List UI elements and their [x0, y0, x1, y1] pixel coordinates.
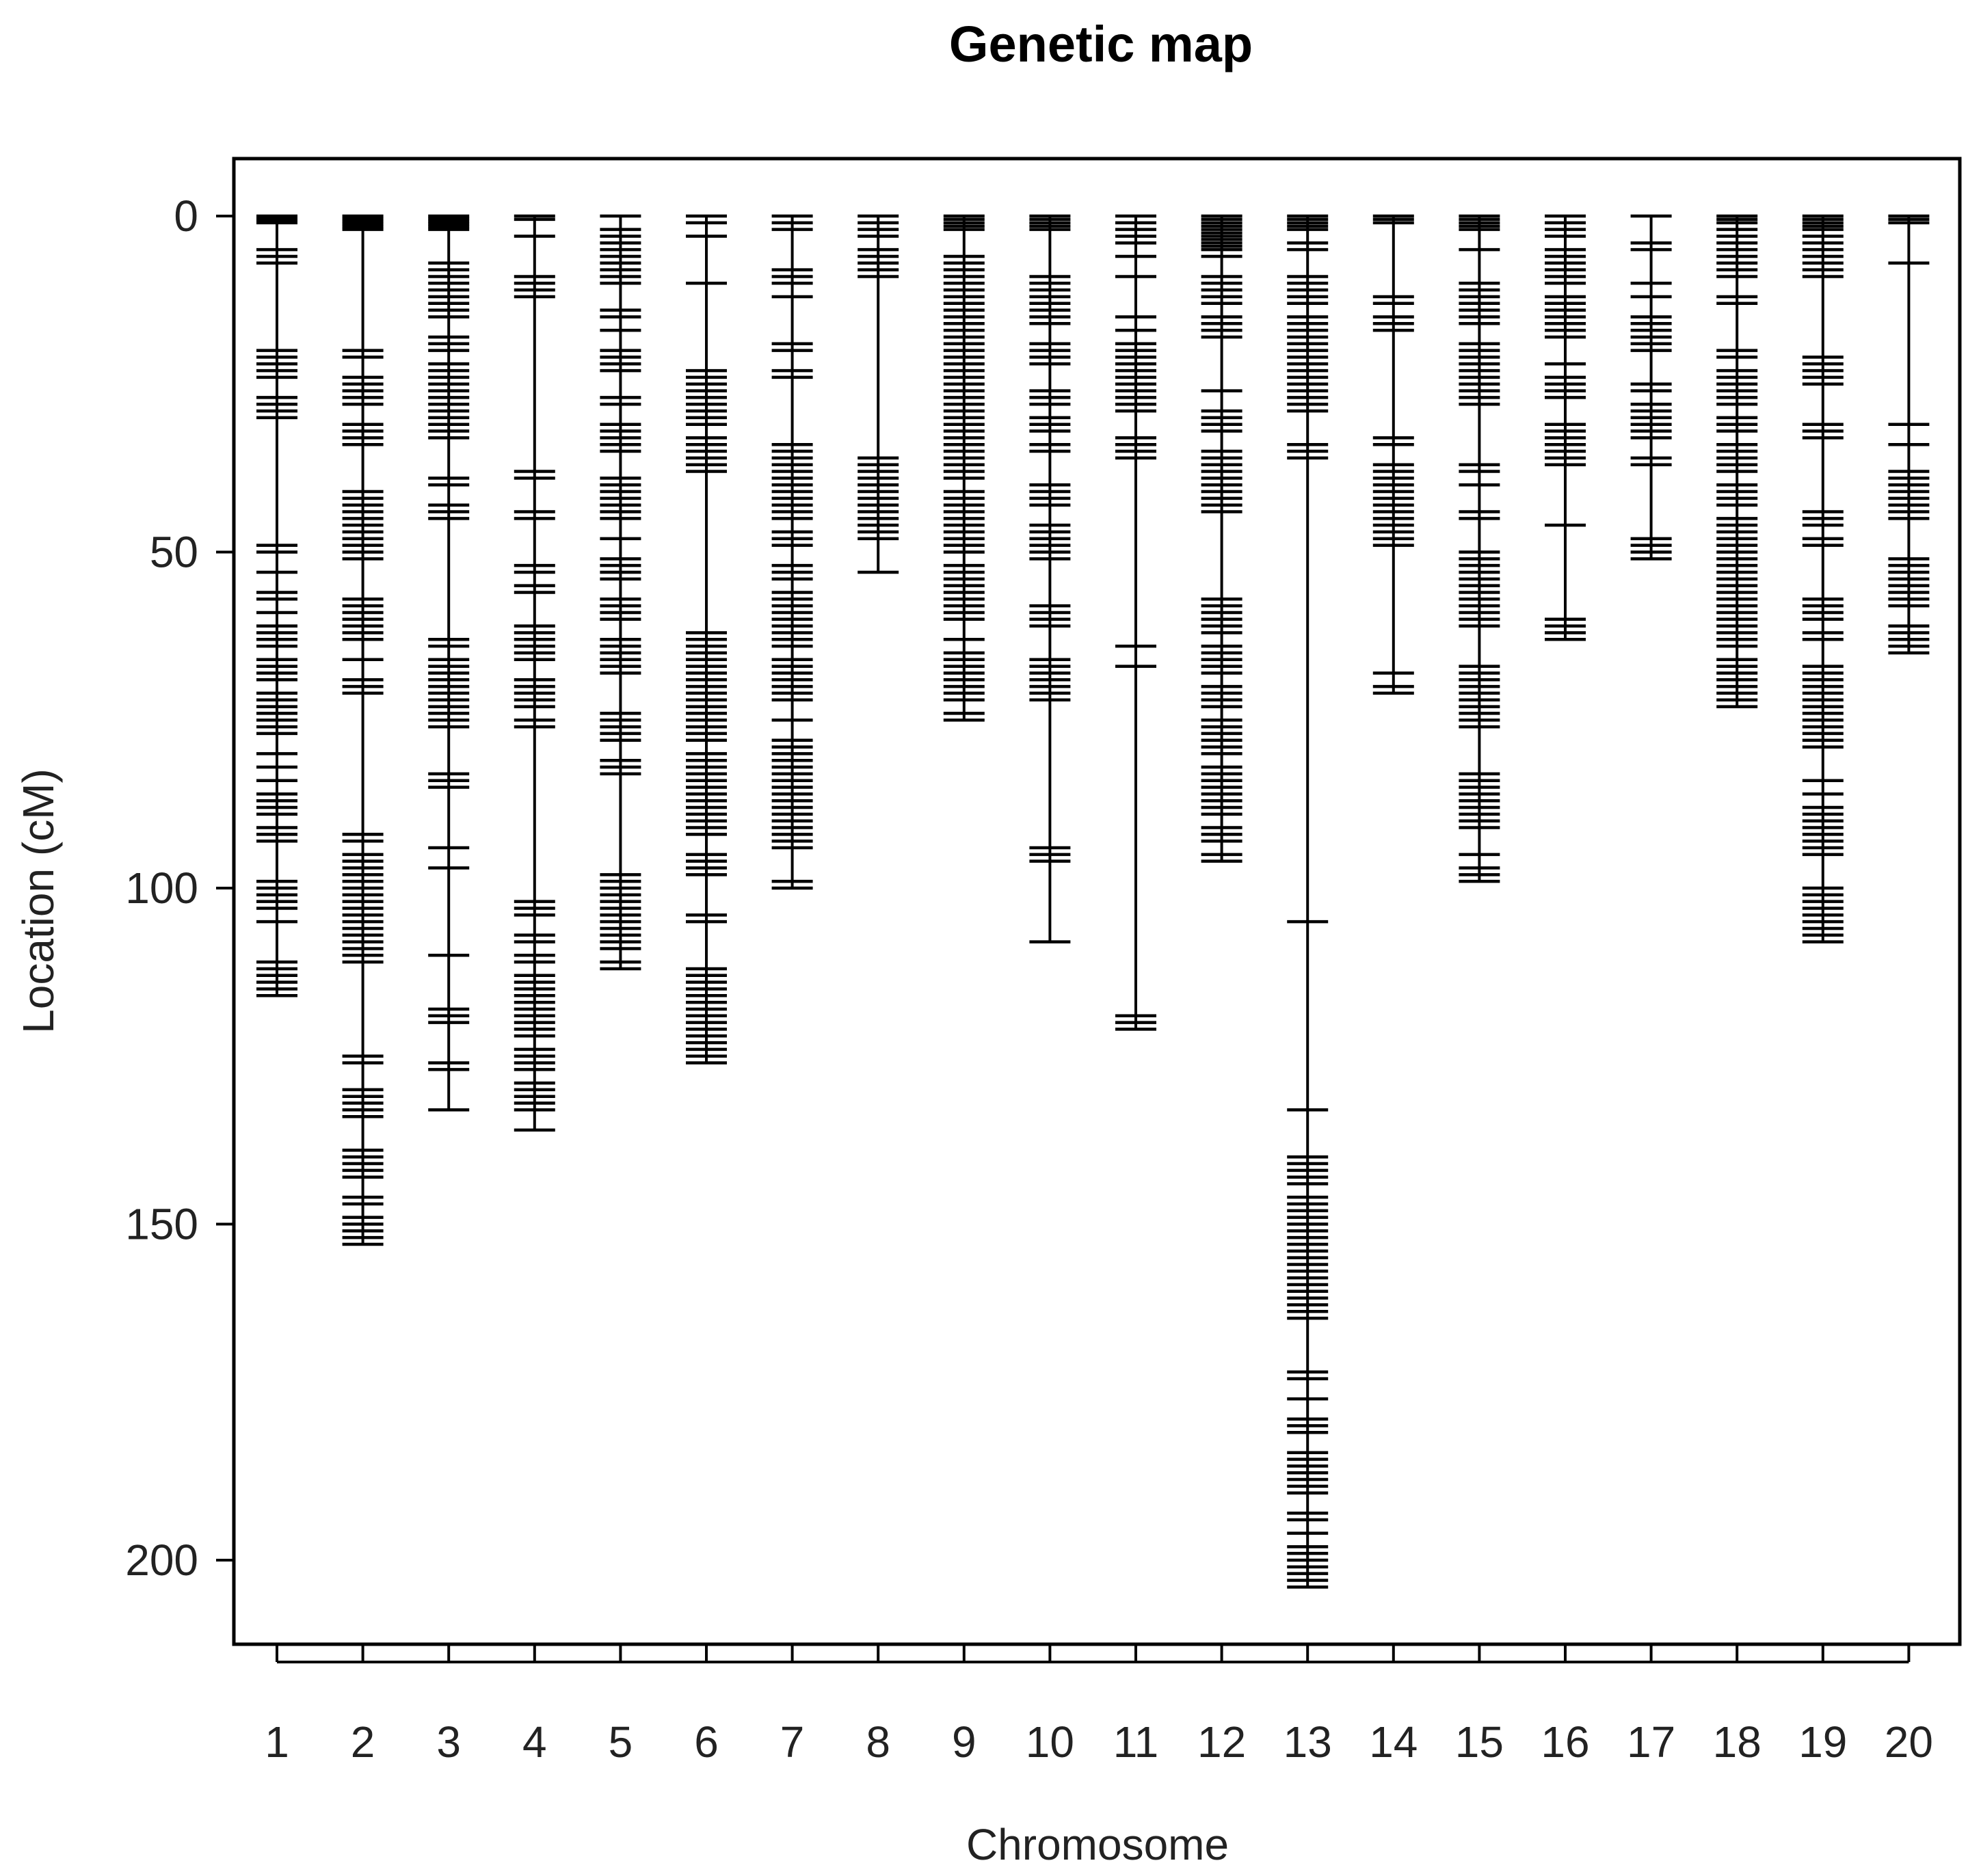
chromosome-2 [342, 214, 384, 1246]
chromosome-18 [1716, 214, 1758, 708]
chromosome-layer [256, 214, 1930, 1589]
x-tick-label: 1 [265, 1717, 289, 1767]
chromosome-4 [514, 214, 555, 1132]
y-tick-label: 200 [125, 1536, 198, 1585]
chromosome-5 [600, 214, 641, 971]
x-tick-label: 6 [694, 1717, 719, 1767]
y-axis-label: Location (cM) [14, 768, 63, 1034]
x-tick-label: 18 [1713, 1717, 1761, 1767]
chart-title: Genetic map [949, 16, 1253, 72]
x-tick-label: 12 [1197, 1717, 1246, 1767]
chromosome-20 [1888, 214, 1930, 655]
plot-frame [232, 157, 1962, 1646]
x-tick-label: 2 [351, 1717, 375, 1767]
x-tick-label: 13 [1284, 1717, 1332, 1767]
x-tick-label: 8 [866, 1717, 890, 1767]
x-tick-label: 3 [436, 1717, 461, 1767]
x-tick-label: 14 [1369, 1717, 1418, 1767]
x-tick-label: 4 [522, 1717, 547, 1767]
chromosome-12 [1201, 214, 1242, 863]
x-axis: 1 2 3 4 5 6 7 8 9 10 11 12 13 14 15 16 17 18 19 20 [265, 1644, 1933, 1767]
chromosome-6 [686, 214, 727, 1064]
y-tick-label: 150 [125, 1200, 198, 1249]
chromosome-16 [1545, 214, 1586, 641]
x-tick-label: 9 [952, 1717, 976, 1767]
x-tick-label: 7 [780, 1717, 805, 1767]
chromosome-19 [1802, 214, 1844, 943]
chromosome-8 [857, 214, 899, 574]
y-tick-label: 100 [125, 863, 198, 913]
chromosome-11 [1115, 214, 1156, 1031]
x-tick-label: 5 [609, 1717, 633, 1767]
x-axis-label: Chromosome [966, 1820, 1229, 1869]
chromosome-17 [1630, 214, 1672, 561]
x-tick-label: 17 [1627, 1717, 1675, 1767]
chromosome-10 [1029, 214, 1071, 943]
x-tick-label: 20 [1885, 1717, 1933, 1767]
x-tick-label: 15 [1455, 1717, 1504, 1767]
chromosome-7 [771, 214, 813, 890]
chromosome-1 [256, 214, 297, 997]
y-axis: 0 50 100 150 200 [125, 191, 234, 1585]
x-tick-label: 16 [1541, 1717, 1589, 1767]
chromosome-9 [943, 214, 985, 722]
chromosome-14 [1372, 214, 1414, 695]
x-tick-label: 10 [1026, 1717, 1074, 1767]
y-tick-label: 0 [174, 191, 198, 241]
chromosome-3 [428, 214, 470, 1112]
x-tick-label: 11 [1113, 1717, 1158, 1767]
chromosome-15 [1459, 214, 1500, 883]
chromosome-13 [1287, 214, 1329, 1589]
y-tick-label: 50 [150, 528, 198, 577]
x-tick-label: 19 [1798, 1717, 1847, 1767]
